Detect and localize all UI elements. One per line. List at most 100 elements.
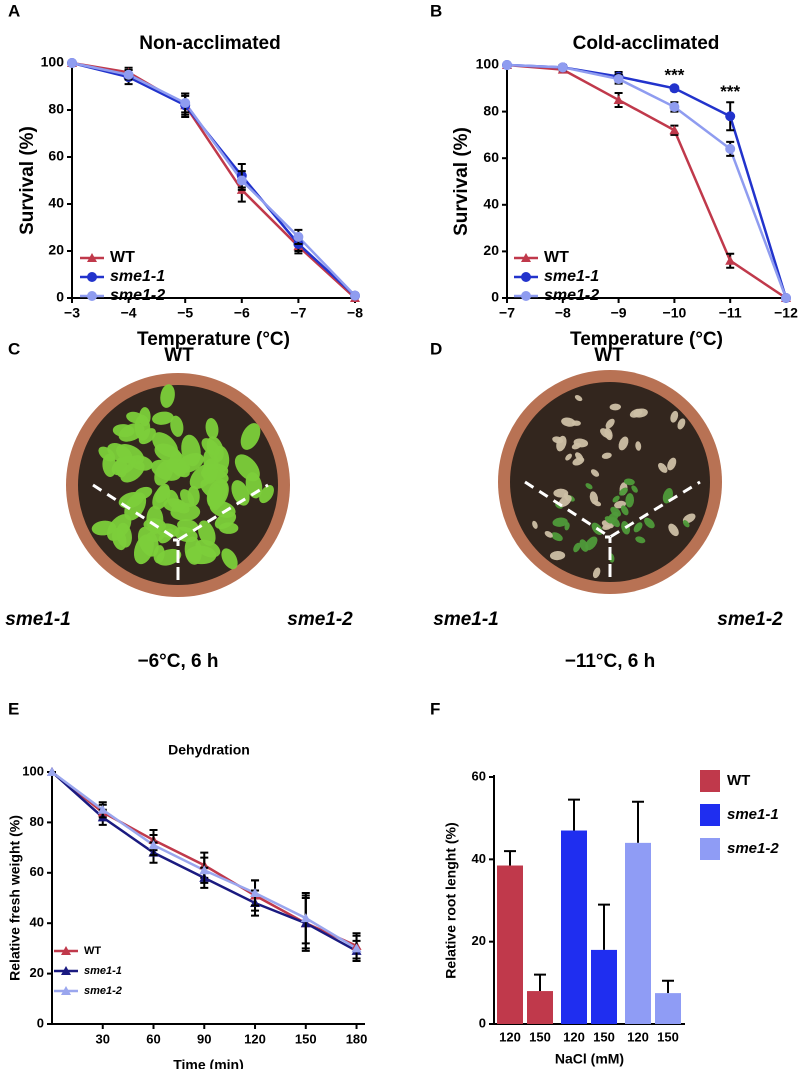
- chart-title: Non-acclimated: [139, 33, 280, 54]
- y-axis-label: Relative root lenght (%): [443, 822, 459, 978]
- y-tick-label: 20: [48, 242, 64, 258]
- leaf: [620, 505, 629, 516]
- legend-label: sme1-1: [110, 268, 165, 285]
- annotation: ***: [720, 82, 740, 101]
- photo-caption: −6°C, 6 h: [138, 651, 219, 672]
- panel: B Cold-acclimated 0 20 40 60 80 100 Survival (%)…: [430, 1, 798, 350]
- leaf: [205, 418, 219, 440]
- leaf: [91, 520, 117, 536]
- marker: [669, 125, 680, 135]
- marker: [725, 143, 736, 154]
- leaf: [126, 411, 145, 424]
- leaf: [602, 524, 611, 531]
- x-tick-label: 120: [244, 1031, 266, 1046]
- error-bar: [632, 800, 644, 843]
- legend-label: sme1-2: [544, 287, 599, 304]
- leaf: [565, 453, 572, 461]
- leaf: [115, 457, 128, 478]
- leaf: [668, 523, 679, 537]
- x-axis-label: Temperature (°C): [137, 329, 290, 350]
- leaf: [631, 485, 638, 493]
- leaf: [629, 408, 643, 418]
- panel-letter: B: [430, 1, 442, 20]
- x-tick-label: −12: [774, 305, 798, 321]
- photo-label: sme1-2: [287, 609, 353, 630]
- x-tick-label: −7: [499, 305, 515, 321]
- marker: [502, 60, 512, 70]
- y-tick-label: 40: [30, 915, 44, 930]
- leaf: [206, 468, 229, 484]
- divider: [92, 483, 269, 542]
- leaf: [154, 443, 182, 464]
- leaf: [618, 436, 629, 451]
- leaf: [118, 423, 145, 442]
- leaf: [573, 542, 581, 553]
- legend-swatch: [700, 770, 720, 792]
- legend-marker: [61, 946, 71, 955]
- x-tick-label: −11: [719, 305, 742, 321]
- panel-letter: C: [8, 339, 20, 358]
- photo-label: WT: [594, 345, 624, 366]
- leaf: [677, 418, 686, 430]
- legend-label: sme1-2: [84, 985, 122, 997]
- photo: C WT sme1-1 sme1-2 −6°C, 6 h: [5, 339, 353, 672]
- y-tick-label: 0: [491, 289, 499, 305]
- leaf: [579, 539, 589, 552]
- y-tick-label: 20: [472, 933, 486, 948]
- bar: [625, 842, 651, 1024]
- y-tick-label: 0: [56, 289, 64, 305]
- photo-label: sme1-1: [433, 609, 499, 630]
- marker: [123, 69, 134, 80]
- leaf: [593, 500, 602, 507]
- y-tick-label: 20: [483, 242, 499, 258]
- soil: [510, 382, 710, 582]
- y-tick-label: 0: [37, 1015, 44, 1030]
- marker: [613, 73, 624, 84]
- leaf: [564, 522, 570, 531]
- x-tick-label: 90: [197, 1031, 211, 1046]
- leaf: [610, 506, 621, 517]
- x-tick-label: −9: [611, 305, 627, 321]
- leaf: [635, 536, 646, 544]
- y-tick-label: 80: [48, 101, 64, 117]
- x-tick-label: 30: [96, 1031, 110, 1046]
- leaf: [633, 522, 643, 533]
- leaf: [171, 500, 190, 514]
- photo-caption: −11°C, 6 h: [565, 651, 656, 672]
- leaf: [221, 548, 238, 570]
- marker: [350, 290, 360, 301]
- marker: [180, 97, 191, 108]
- leaf: [561, 417, 576, 427]
- marker: [613, 94, 624, 104]
- legend-marker: [87, 291, 97, 301]
- error-bar: [598, 903, 610, 950]
- legend-label: WT: [84, 945, 101, 957]
- y-tick-label: 80: [483, 102, 499, 118]
- leaf: [259, 485, 274, 504]
- x-axis-label: NaCl (mM): [555, 1051, 624, 1067]
- photo: D WT sme1-1 sme1-2 −11°C, 6 h: [430, 339, 783, 672]
- leaf: [177, 519, 199, 533]
- leaf: [207, 485, 223, 511]
- error-bar: [534, 973, 546, 992]
- leaf: [184, 536, 202, 565]
- legend-label: WT: [544, 249, 569, 266]
- leaf: [623, 478, 635, 486]
- leaf: [619, 487, 628, 496]
- y-tick-label: 40: [48, 195, 64, 211]
- marker: [250, 887, 261, 897]
- chart-title: Dehydration: [168, 742, 250, 758]
- marker: [725, 111, 736, 122]
- legend-marker: [521, 272, 531, 282]
- panel-letter: E: [8, 699, 19, 718]
- photo-label: WT: [164, 345, 194, 366]
- marker: [236, 175, 247, 186]
- bar: [561, 830, 587, 1024]
- y-tick-label: 60: [483, 149, 499, 165]
- leaf: [558, 495, 572, 508]
- leaf: [160, 384, 175, 408]
- marker: [725, 255, 736, 265]
- leaf: [635, 441, 642, 451]
- leaf: [609, 403, 622, 411]
- x-tick-label: −5: [177, 305, 193, 321]
